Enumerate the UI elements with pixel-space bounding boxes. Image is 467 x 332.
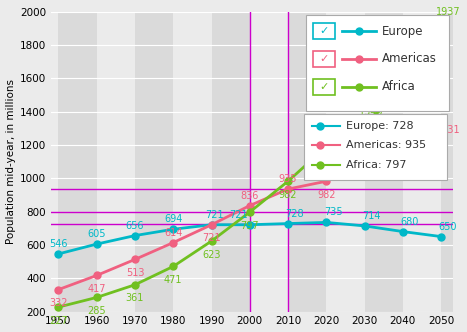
- Text: 471: 471: [164, 275, 183, 285]
- Text: 694: 694: [164, 214, 183, 224]
- Bar: [250, 12, 288, 312]
- Bar: [403, 12, 441, 312]
- Text: 361: 361: [126, 293, 144, 303]
- Text: Africa: 797: Africa: 797: [346, 160, 407, 170]
- Text: 1110: 1110: [352, 169, 377, 179]
- Text: 1500: 1500: [397, 80, 422, 90]
- Text: 1231: 1231: [436, 125, 460, 135]
- Y-axis label: Population mid-year, in millions: Population mid-year, in millions: [6, 79, 15, 244]
- Text: 1189: 1189: [314, 132, 339, 142]
- Bar: [173, 12, 212, 312]
- FancyBboxPatch shape: [313, 23, 335, 40]
- Text: 285: 285: [87, 306, 106, 316]
- Text: Americas: 935: Americas: 935: [346, 140, 426, 150]
- Text: 332: 332: [49, 298, 68, 308]
- FancyBboxPatch shape: [313, 51, 335, 67]
- Bar: [441, 12, 467, 312]
- Bar: [135, 12, 173, 312]
- Text: ✓: ✓: [319, 54, 329, 64]
- Text: 614: 614: [164, 228, 183, 238]
- Text: 680: 680: [401, 217, 419, 227]
- FancyBboxPatch shape: [306, 15, 448, 111]
- Text: 1340: 1340: [359, 107, 384, 117]
- Text: 735: 735: [324, 208, 342, 217]
- Text: ✓: ✓: [319, 26, 329, 36]
- Text: 935: 935: [279, 174, 297, 184]
- Bar: [288, 12, 326, 312]
- Text: 650: 650: [439, 222, 457, 232]
- Text: 714: 714: [362, 211, 381, 221]
- Text: 546: 546: [49, 239, 68, 249]
- Text: Europe: 728: Europe: 728: [346, 121, 414, 130]
- Text: 656: 656: [126, 221, 144, 231]
- Text: 728: 728: [286, 208, 304, 219]
- Text: 1937: 1937: [436, 7, 460, 17]
- Bar: [58, 12, 97, 312]
- Text: 623: 623: [202, 250, 221, 260]
- Text: Americas: Americas: [382, 52, 437, 65]
- Text: ✓: ✓: [319, 82, 329, 92]
- FancyBboxPatch shape: [313, 79, 335, 95]
- Bar: [326, 12, 365, 312]
- Text: 982: 982: [317, 190, 335, 200]
- Text: 797: 797: [241, 221, 259, 231]
- Text: Europe: Europe: [382, 25, 424, 38]
- Text: 1178: 1178: [390, 157, 415, 167]
- Text: 513: 513: [126, 268, 144, 278]
- Text: 605: 605: [87, 229, 106, 239]
- Text: 721: 721: [202, 233, 221, 243]
- FancyBboxPatch shape: [304, 114, 446, 180]
- Text: 417: 417: [87, 284, 106, 294]
- Text: 721: 721: [205, 210, 224, 220]
- Bar: [365, 12, 403, 312]
- Text: 721: 721: [229, 210, 248, 220]
- Bar: [212, 12, 250, 312]
- Bar: [51, 12, 58, 312]
- Bar: [97, 12, 135, 312]
- Text: 982: 982: [279, 190, 297, 200]
- Text: Africa: Africa: [382, 80, 416, 93]
- Text: 836: 836: [241, 191, 259, 201]
- Text: 227: 227: [49, 316, 68, 326]
